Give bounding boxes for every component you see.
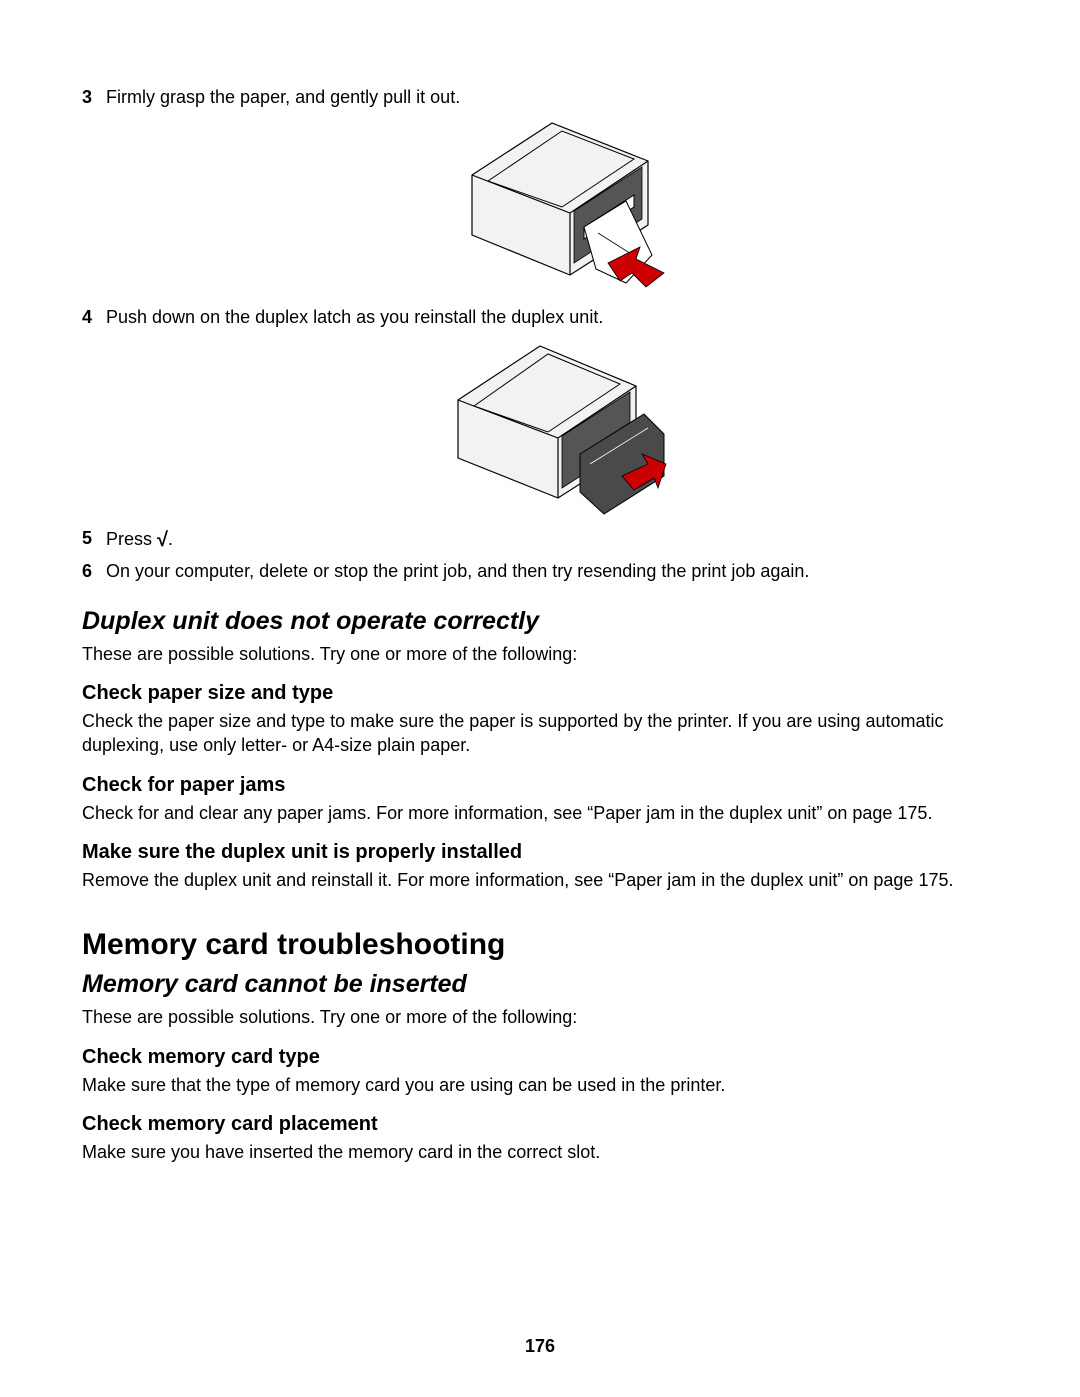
figure-paper-pull xyxy=(82,115,1000,295)
step-number: 6 xyxy=(82,559,106,583)
step-3: 3 Firmly grasp the paper, and gently pul… xyxy=(82,85,1000,109)
step-text-suffix: . xyxy=(168,529,173,549)
step-6: 6 On your computer, delete or stop the p… xyxy=(82,559,1000,583)
heading-duplex-not-operating: Duplex unit does not operate correctly xyxy=(82,607,1000,636)
step-number: 4 xyxy=(82,305,106,329)
memcard-intro: These are possible solutions. Try one or… xyxy=(82,1005,1000,1029)
step-text: Press √. xyxy=(106,526,1000,553)
heading-memory-card-troubleshooting: Memory card troubleshooting xyxy=(82,928,1000,962)
para-check-memcard-type: Make sure that the type of memory card y… xyxy=(82,1073,1000,1097)
heading-check-memcard-type: Check memory card type xyxy=(82,1046,1000,1069)
step-number: 5 xyxy=(82,526,106,550)
page-number: 176 xyxy=(0,1336,1080,1357)
para-duplex-installed: Remove the duplex unit and reinstall it.… xyxy=(82,868,1000,892)
step-number: 3 xyxy=(82,85,106,109)
heading-check-paper-size: Check paper size and type xyxy=(82,682,1000,705)
manual-page: 3 Firmly grasp the paper, and gently pul… xyxy=(0,0,1080,1397)
duplex-intro: These are possible solutions. Try one or… xyxy=(82,642,1000,666)
step-text: Firmly grasp the paper, and gently pull … xyxy=(106,85,1000,109)
step-text-prefix: Press xyxy=(106,529,157,549)
figure-duplex-install xyxy=(82,336,1000,516)
printer-paper-out-illustration xyxy=(412,115,670,295)
para-check-paper-size: Check the paper size and type to make su… xyxy=(82,709,1000,758)
heading-duplex-installed: Make sure the duplex unit is properly in… xyxy=(82,841,1000,864)
printer-duplex-install-illustration xyxy=(412,336,670,516)
heading-check-memcard-placement: Check memory card placement xyxy=(82,1113,1000,1136)
heading-check-paper-jams: Check for paper jams xyxy=(82,774,1000,797)
para-check-memcard-placement: Make sure you have inserted the memory c… xyxy=(82,1140,1000,1164)
step-4: 4 Push down on the duplex latch as you r… xyxy=(82,305,1000,329)
check-button-icon: √ xyxy=(157,527,168,554)
step-text: Push down on the duplex latch as you rei… xyxy=(106,305,1000,329)
step-text: On your computer, delete or stop the pri… xyxy=(106,559,1000,583)
para-check-paper-jams: Check for and clear any paper jams. For … xyxy=(82,801,1000,825)
step-5: 5 Press √. xyxy=(82,526,1000,553)
heading-memory-card-cannot-insert: Memory card cannot be inserted xyxy=(82,970,1000,999)
